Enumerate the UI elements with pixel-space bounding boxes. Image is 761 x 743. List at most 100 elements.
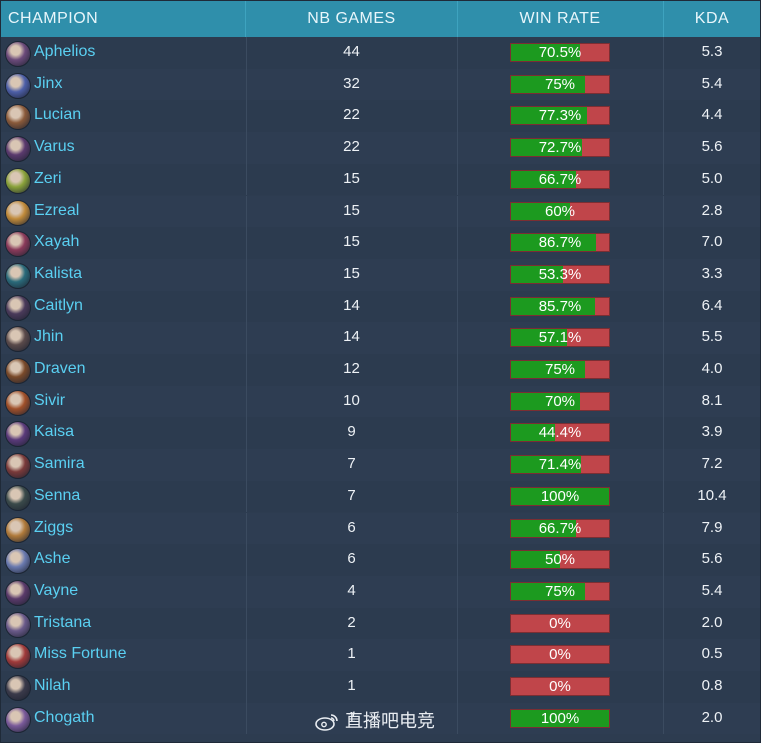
games-value: 7 (347, 486, 356, 504)
champion-cell: Jinx (0, 68, 247, 101)
champion-avatar[interactable] (5, 706, 31, 733)
champion-name[interactable]: Vayne (34, 581, 79, 599)
champion-cell: Jhin (0, 322, 247, 354)
champion-name[interactable]: Varus (34, 138, 75, 156)
champion-name[interactable]: Zeri (34, 169, 62, 187)
champion-avatar[interactable] (5, 484, 31, 511)
header-games[interactable]: NB GAMES (246, 0, 458, 37)
champion-name[interactable]: Ziggs (34, 518, 74, 536)
champion-name[interactable]: Ashe (34, 550, 71, 568)
champion-avatar[interactable] (5, 231, 31, 258)
winrate-bar-fill (511, 551, 560, 569)
champion-name[interactable]: Miss Fortune (34, 645, 127, 663)
winrate-label: 86.7% (538, 234, 582, 252)
header-champion[interactable]: CHAMPION (0, 0, 246, 37)
champion-avatar[interactable] (5, 41, 31, 67)
champion-avatar[interactable] (5, 358, 31, 384)
winrate-cell: 50% (457, 544, 664, 576)
champion-avatar[interactable] (5, 579, 31, 606)
header-kda[interactable]: KDA (694, 10, 730, 27)
champion-avatar[interactable] (5, 389, 31, 416)
champion-name[interactable]: Ezreal (34, 201, 80, 219)
champion-name[interactable]: Sivir (34, 391, 66, 409)
header-winrate[interactable]: WIN RATE (457, 0, 664, 37)
winrate-cell: 85.7% (457, 290, 664, 323)
table-row[interactable]: Nilah 1 0% 0.8 (0, 671, 761, 703)
champion-cell: Ziggs (0, 512, 247, 545)
table-row[interactable]: Ezreal 15 60% 2.8 (0, 195, 761, 228)
winrate-bar: 0% (510, 677, 610, 696)
champion-name[interactable]: Jinx (34, 74, 63, 92)
champion-name[interactable]: Nilah (34, 677, 71, 694)
champion-avatar[interactable] (5, 104, 31, 131)
kda-value: 0.8 (701, 677, 723, 694)
champion-name[interactable]: Senna (34, 486, 81, 504)
champion-avatar[interactable] (5, 294, 31, 321)
champion-avatar[interactable] (5, 548, 31, 575)
champion-name[interactable]: Draven (34, 360, 86, 377)
table-row[interactable]: Sivir 10 70% 8.1 (0, 385, 761, 418)
champion-avatar[interactable] (5, 326, 31, 353)
table-row[interactable]: Varus 22 72.7% 5.6 (0, 132, 761, 164)
champion-cell: Zeri (0, 163, 247, 196)
winrate-label: 75% (544, 75, 576, 93)
winrate-cell: 86.7% (457, 227, 664, 259)
games-value: 9 (347, 423, 356, 441)
table-row[interactable]: Xayah 15 86.7% 7.0 (0, 227, 761, 259)
champion-name[interactable]: Kaisa (34, 423, 75, 441)
champion-name[interactable]: Xayah (34, 233, 80, 251)
champion-name[interactable]: Jhin (34, 328, 64, 346)
table-row[interactable]: Kaisa 9 44.4% 3.9 (0, 417, 761, 450)
champion-avatar[interactable] (5, 421, 31, 448)
champion-avatar[interactable] (5, 675, 31, 701)
games-cell: 32 (246, 68, 458, 101)
champion-name[interactable]: Caitlyn (34, 296, 83, 314)
table-row[interactable]: Caitlyn 14 85.7% 6.4 (0, 290, 761, 323)
games-value: 22 (343, 106, 360, 124)
games-cell: 6 (246, 544, 458, 576)
table-row[interactable]: Tristana 2 0% 2.0 (0, 607, 761, 640)
table-row[interactable]: Draven 12 75% 4.0 (0, 354, 761, 386)
table-row[interactable]: Ashe 6 50% 5.6 (0, 544, 761, 576)
table-row[interactable]: Miss Fortune 1 0% 0.5 (0, 639, 761, 671)
champion-name[interactable]: Kalista (34, 264, 83, 282)
champion-avatar[interactable] (5, 199, 31, 226)
champion-avatar[interactable] (5, 72, 31, 99)
table-row[interactable]: Samira 7 71.4% 7.2 (0, 449, 761, 481)
table-row[interactable]: Ziggs 6 66.7% 7.9 (0, 512, 761, 545)
table-row[interactable]: Aphelios 44 70.5% 5.3 (0, 37, 761, 69)
champion-name[interactable]: Samira (34, 455, 85, 473)
winrate-label: 66.7% (538, 170, 582, 188)
winrate-label: 57.1% (538, 329, 582, 347)
champion-name[interactable]: Tristana (34, 613, 92, 631)
champion-name[interactable]: Chogath (34, 708, 95, 726)
winrate-label: 75% (544, 361, 576, 378)
table-row[interactable]: Lucian 22 77.3% 4.4 (0, 100, 761, 133)
champion-avatar[interactable] (5, 453, 31, 480)
kda-value: 7.9 (701, 518, 723, 536)
table-row[interactable]: Kalista 15 53.3% 3.3 (0, 258, 761, 291)
table-row[interactable]: Zeri 15 66.7% 5.0 (0, 163, 761, 196)
champion-avatar[interactable] (5, 136, 31, 163)
champion-cell: Aphelios (0, 37, 247, 69)
winrate-cell: 57.1% (457, 322, 664, 354)
games-value: 14 (343, 328, 360, 346)
table-row[interactable]: Jinx 32 75% 5.4 (0, 68, 761, 101)
champion-name[interactable]: Lucian (34, 106, 82, 124)
winrate-bar-fill (511, 170, 577, 188)
kda-cell: 5.6 (663, 132, 761, 164)
kda-cell: 7.0 (663, 227, 761, 259)
table-row[interactable]: Vayne 4 75% 5.4 (0, 575, 761, 608)
champion-avatar[interactable] (5, 516, 31, 543)
champion-avatar[interactable] (5, 262, 31, 289)
champion-name[interactable]: Aphelios (34, 43, 96, 60)
champion-avatar[interactable] (5, 611, 31, 638)
kda-cell: 10.4 (663, 481, 761, 513)
games-value: 1 (347, 708, 356, 726)
champion-avatar[interactable] (5, 167, 31, 194)
champion-avatar[interactable] (5, 643, 31, 670)
table-row[interactable]: Senna 7 100% 10.4 (0, 480, 761, 513)
table-row[interactable]: Chogath 1 100% 2.0 (0, 702, 761, 735)
table-row[interactable]: Jhin 14 57.1% 5.5 (0, 322, 761, 354)
